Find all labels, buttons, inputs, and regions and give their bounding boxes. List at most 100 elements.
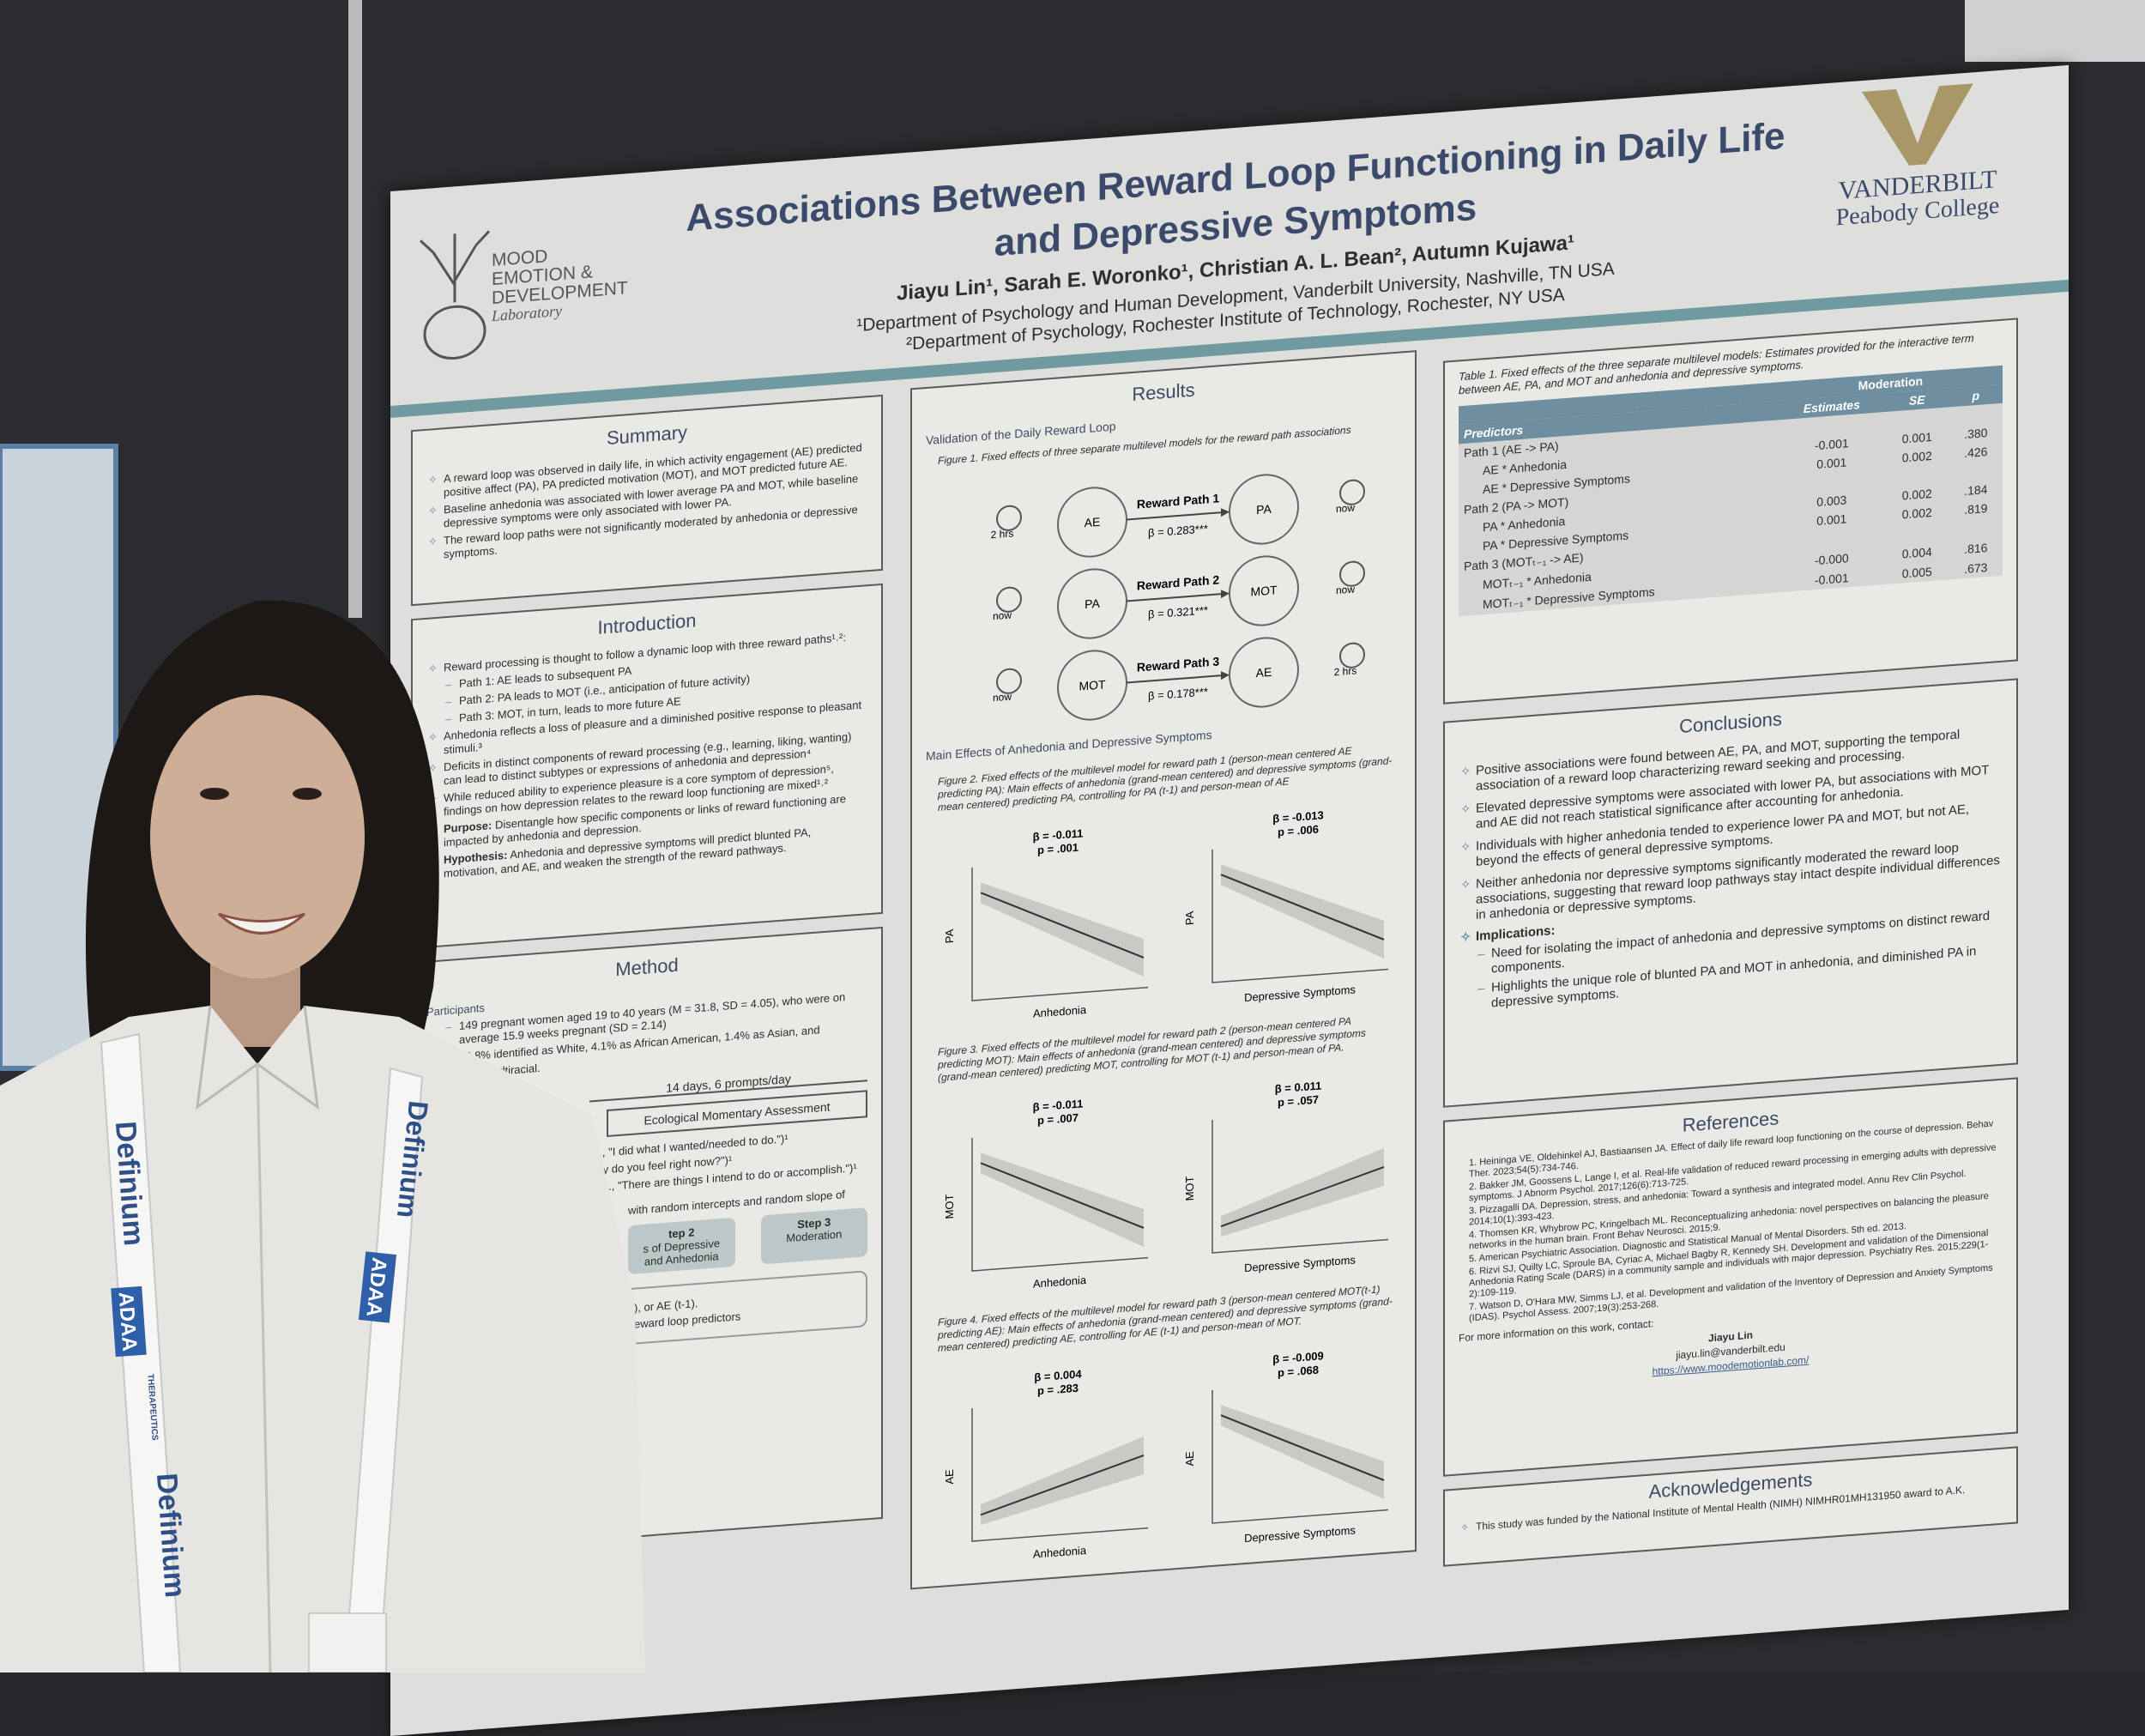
trend-line xyxy=(1220,1165,1385,1228)
time-label: 2 hrs xyxy=(1334,664,1357,678)
arrow-head xyxy=(1221,590,1230,599)
p-label: p = .001 xyxy=(1037,841,1079,857)
x-axis-label: Anhedonia xyxy=(1033,1003,1087,1020)
smile xyxy=(217,912,306,935)
reward-path-diagram: AE PA Reward Path 1 β = 0.283*** 2 hrs now PA M… xyxy=(991,474,1365,721)
axes xyxy=(1211,849,1388,983)
v-shape xyxy=(1862,83,1973,166)
beta-label: β = -0.011 xyxy=(1033,1097,1084,1113)
y-axis-label: AE xyxy=(943,1468,956,1485)
node-label: PA xyxy=(1085,596,1100,611)
placket xyxy=(256,1063,272,1672)
sponsor-badge xyxy=(358,1251,397,1323)
trend-line xyxy=(1220,1414,1385,1481)
path-beta: β = 0.283*** xyxy=(1148,522,1208,539)
axes xyxy=(1211,1119,1388,1254)
clock-icon xyxy=(1339,642,1365,668)
beta-label: β = 0.004 xyxy=(1034,1367,1082,1383)
node-label: MOT xyxy=(1250,583,1278,598)
y-axis-label: PA xyxy=(943,928,956,944)
clock-icon xyxy=(996,505,1022,531)
path-label: Reward Path 3 xyxy=(1137,654,1220,674)
y-axis-label: MOT xyxy=(1183,1176,1196,1201)
clock-icon xyxy=(1339,560,1365,587)
arrow xyxy=(1127,674,1228,684)
y-axis-label: MOT xyxy=(943,1194,956,1219)
node-label: MOT xyxy=(1079,677,1106,693)
eye xyxy=(200,788,229,800)
confidence-band xyxy=(981,882,1144,977)
sponsor-text: ADAA xyxy=(114,1291,142,1352)
paper-corner xyxy=(1965,0,2145,62)
y-axis-label: AE xyxy=(1183,1450,1196,1467)
trend-line xyxy=(980,892,1145,959)
time-label: now xyxy=(1336,501,1355,515)
trend-line xyxy=(980,1455,1145,1516)
confidence-band xyxy=(981,1152,1144,1247)
confidence-band xyxy=(1221,1147,1384,1237)
badge xyxy=(308,1612,387,1672)
beta-label: β = 0.011 xyxy=(1275,1079,1322,1095)
clock-icon xyxy=(1339,479,1365,505)
beta-label: β = -0.009 xyxy=(1272,1349,1324,1365)
confidence-band xyxy=(1221,1405,1384,1499)
time-label: now xyxy=(993,609,1012,623)
p-label: p = .006 xyxy=(1278,823,1319,839)
sponsor-tag: ADAA xyxy=(111,1285,147,1358)
x-axis-label: Anhedonia xyxy=(1033,1544,1087,1561)
path-label: Reward Path 2 xyxy=(1137,572,1220,592)
shirt xyxy=(0,1006,645,1672)
poster: Associations Between Reward Loop Functio… xyxy=(390,64,2069,1736)
p-label: p = .007 xyxy=(1037,1111,1079,1128)
p-label: p = .068 xyxy=(1278,1364,1319,1380)
axes xyxy=(1211,1389,1388,1524)
arrow xyxy=(1127,592,1228,602)
axes xyxy=(971,867,1148,1001)
arrow-head xyxy=(1221,508,1230,517)
results-box: Results Validation of the Daily Reward Lo… xyxy=(910,350,1417,1590)
person: DefiniumDefiniumDefiniumTHERAPEUTICSADAA… xyxy=(0,600,645,1672)
face xyxy=(150,695,365,978)
arrow xyxy=(1127,511,1228,521)
trend-line xyxy=(1220,874,1385,941)
eye xyxy=(293,788,322,800)
x-axis-label: Anhedonia xyxy=(1033,1273,1087,1291)
node-label: AE xyxy=(1256,665,1272,680)
beta-label: β = -0.011 xyxy=(1033,826,1084,843)
axes xyxy=(971,1407,1148,1542)
photo: Associations Between Reward Loop Functio… xyxy=(0,0,2145,1672)
clock-icon xyxy=(996,668,1022,694)
fringe xyxy=(154,659,365,755)
node-label: AE xyxy=(1085,515,1101,529)
y-axis-label: PA xyxy=(1183,910,1196,926)
p-label: p = .057 xyxy=(1278,1093,1319,1110)
beta-label: β = -0.013 xyxy=(1272,808,1324,825)
lab-logo-tree xyxy=(419,230,491,360)
path-beta: β = 0.321*** xyxy=(1148,603,1208,620)
path-beta: β = 0.178*** xyxy=(1148,685,1208,702)
pole xyxy=(348,0,362,618)
node-label: PA xyxy=(1256,502,1272,517)
time-label: now xyxy=(993,691,1012,705)
confidence-band xyxy=(1221,864,1384,959)
confidence-band xyxy=(981,1436,1144,1526)
lanyard-text: THERAPEUTICS xyxy=(145,1374,159,1442)
tree xyxy=(419,230,491,303)
sponsor-tag: ADAA xyxy=(358,1251,397,1323)
trend-line xyxy=(980,1162,1145,1229)
tree-roots xyxy=(423,305,486,360)
axes xyxy=(971,1137,1148,1272)
time-label: 2 hrs xyxy=(991,527,1014,541)
page: Poster photo { "poster": { "title": "Ass… xyxy=(0,0,2145,1672)
time-label: now xyxy=(1336,583,1355,596)
arrow-head xyxy=(1221,671,1230,680)
sponsor-badge xyxy=(111,1285,147,1358)
vanderbilt-mark xyxy=(1862,83,1973,166)
path-label: Reward Path 1 xyxy=(1137,491,1220,511)
